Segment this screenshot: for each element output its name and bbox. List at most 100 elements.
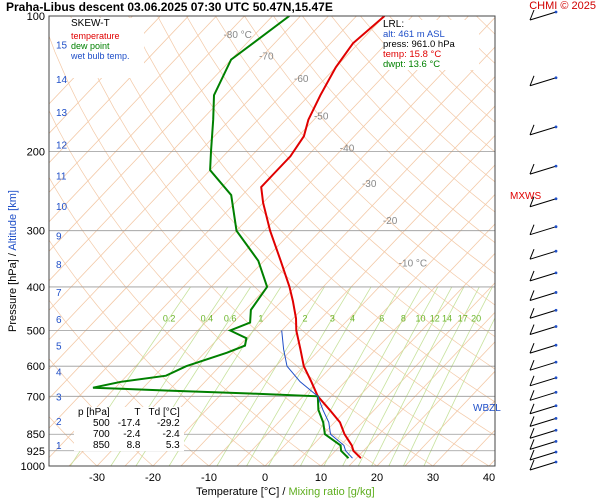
wind-barb [529, 165, 557, 175]
temperature-tick-label: 10 [315, 472, 327, 484]
wind-barb-flag [529, 390, 535, 401]
isotherm-line [49, 16, 245, 223]
pressure-tick-label: 100 [27, 11, 45, 23]
wind-barb-flag [529, 449, 535, 461]
mixing-ratio-label: 1 [258, 313, 263, 323]
wbzl-label: WBZL [473, 403, 501, 414]
wind-barb-flag [529, 416, 535, 427]
lrl-dewpoint: dwpt: 13.6 °C [383, 59, 441, 70]
legend-item-wetbulb: wet bulb temp. [71, 51, 130, 61]
wind-barb [529, 451, 557, 461]
mxws-label: MXWS [510, 191, 541, 202]
dry-adiabat-line [505, 16, 600, 466]
wind-barb [529, 417, 557, 427]
wind-barb-station [554, 225, 558, 229]
isotherm-line [488, 459, 495, 466]
wind-barb [529, 344, 557, 354]
wind-barb [529, 226, 557, 236]
wind-barb [529, 361, 557, 371]
altitude-tick-label: 15 [56, 40, 68, 51]
wind-barb [529, 377, 557, 387]
dry-adiabat-line [244, 16, 495, 275]
mixing-ratio-label: 0.4 [201, 313, 214, 323]
isotherm-line [180, 134, 495, 466]
dry-adiabat-line [534, 16, 600, 466]
wind-barb [529, 126, 557, 136]
table-cell: 8.8 [126, 440, 141, 451]
altitude-tick-label: 3 [56, 393, 62, 404]
isotherm-line [376, 341, 495, 466]
altitude-tick-label: 6 [56, 315, 62, 326]
isotherm-line [208, 164, 495, 466]
isotherm-line [404, 370, 495, 466]
temperature-tick-label: 40 [483, 472, 495, 484]
lrl-title: LRL: [383, 19, 405, 30]
x-axis-label-mixing: Mixing ratio [g/kg] [288, 486, 375, 498]
mixing-ratio-label: 20 [471, 313, 481, 323]
wind-barb-flag [529, 308, 535, 319]
y-axis-label: Pressure [hPa] / Altitude [km] [7, 186, 19, 336]
table-cell: -2.4 [123, 429, 141, 440]
wind-barb-station [554, 404, 558, 408]
wind-barb-flag [529, 459, 535, 471]
temperature-tick-label: 30 [427, 472, 439, 484]
wind-barb [529, 309, 557, 319]
table-cell: 500 [93, 418, 110, 429]
isotherm-line [49, 16, 301, 282]
isotherm-label: -10 °C [399, 258, 427, 269]
y-axis-label-altitude: Altitude [km] [7, 190, 19, 251]
temperature-tick-label: 20 [371, 472, 383, 484]
wind-barb-station [554, 76, 558, 80]
legend-item-temperature: temperature [71, 31, 120, 41]
wind-barb [529, 429, 557, 439]
wind-barb-flag [529, 270, 535, 282]
lrl-pressure: press: 961.0 hPa [383, 39, 455, 50]
wind-barb-station [554, 390, 558, 394]
altitude-tick-label: 12 [56, 140, 68, 151]
wind-barb-station [554, 450, 558, 454]
altitude-tick-label: 1 [56, 441, 62, 452]
table-cell: 850 [93, 440, 110, 451]
table-row: 700 -2.4 -2.4 [74, 429, 184, 440]
isotherm-line [264, 223, 495, 466]
altitude-tick-label: 2 [56, 417, 62, 428]
table-cell: 700 [93, 429, 110, 440]
isotherm-line [320, 282, 495, 466]
wind-barb-station [554, 343, 558, 347]
x-axis-label-temperature: Temperature [°C] [196, 486, 280, 498]
isotherm-label: -60 [294, 74, 309, 85]
dry-adiabat-line [186, 16, 495, 338]
wind-barb-flag [529, 375, 535, 386]
legend-item-dewpoint: dew point [71, 41, 110, 51]
altitude-tick-label: 8 [56, 260, 62, 271]
altitude-tick-label: 13 [56, 108, 68, 119]
dry-adiabat-line [157, 16, 495, 370]
wind-barb-station [554, 416, 558, 420]
table-row: 500 -17.4 -29.2 [74, 418, 184, 429]
pressure-tick-label: 300 [27, 226, 45, 238]
wind-barb-station [554, 164, 558, 168]
altitude-tick-label: 9 [56, 232, 62, 243]
wind-barb-station [554, 428, 558, 432]
pressure-tick-label: 925 [27, 446, 45, 458]
dry-adiabat-line [215, 16, 495, 306]
table-cell: -17.4 [117, 418, 141, 429]
wind-barb-flag [529, 428, 535, 439]
isotherm-line [236, 193, 495, 466]
altitude-tick-label: 11 [56, 172, 67, 183]
isotherm-label: -30 [362, 179, 377, 190]
wind-barb-flag [529, 403, 535, 414]
pressure-tick-label: 850 [27, 429, 45, 441]
isotherm-line [49, 16, 357, 341]
isotherm-label: -70 [259, 52, 274, 63]
altitude-tick-label: 4 [56, 367, 62, 378]
series-line-temperature [260, 16, 386, 459]
wind-barb-station [554, 376, 558, 380]
table-cell: -29.2 [156, 418, 180, 429]
mixing-ratio-label: 2 [303, 313, 308, 323]
pressure-tick-label: 700 [27, 391, 45, 403]
wind-barb-station [554, 308, 558, 312]
wind-barb-station [554, 325, 558, 328]
pressure-tick-label: 600 [27, 361, 45, 373]
altitude-tick-label: 5 [56, 342, 62, 353]
